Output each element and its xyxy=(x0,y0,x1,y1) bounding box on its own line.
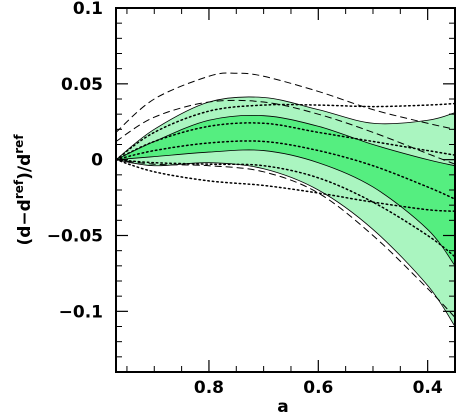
axis-ticks xyxy=(116,7,456,372)
y-tick-label: 0.1 xyxy=(73,0,103,19)
x-tick-label: 0.4 xyxy=(413,378,443,398)
x-tick-label: 0.8 xyxy=(194,378,224,398)
dashed-curve-1 xyxy=(115,72,456,133)
tick-labels: 0.1 0.05 0 −0.05 −0.1 0.8 0.6 0.4 xyxy=(47,0,443,398)
x-tick-label: 0.6 xyxy=(303,378,333,398)
y-axis-label: (d−dref)/dref xyxy=(12,134,35,246)
dotted-curve-2 xyxy=(115,122,456,161)
y-tick-label: −0.1 xyxy=(59,302,103,322)
uncertainty-bands xyxy=(115,96,456,328)
dotted-curve-5 xyxy=(115,158,456,212)
x-axis-label: a xyxy=(277,397,288,415)
dotted-curve-3 xyxy=(115,140,456,200)
dotted-curve-1 xyxy=(115,102,456,161)
y-tick-label: 0 xyxy=(91,151,103,171)
model-curves xyxy=(115,72,456,318)
y-tick-label: −0.05 xyxy=(47,227,103,247)
dashed-curve-3 xyxy=(115,159,456,318)
dashed-curve-2 xyxy=(115,99,456,165)
y-tick-label: 0.05 xyxy=(61,75,103,95)
